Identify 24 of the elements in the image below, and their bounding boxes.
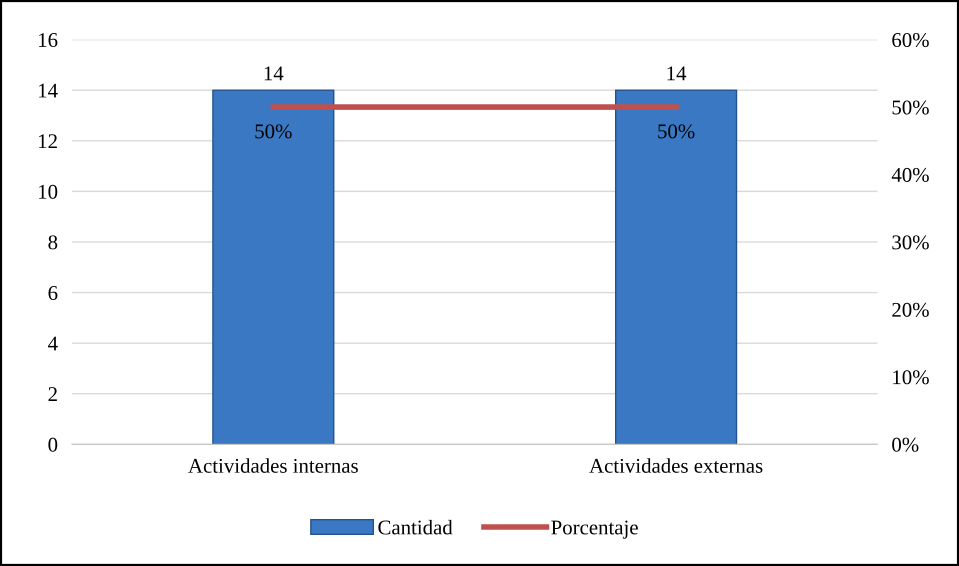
- y-tick-label: 2: [48, 387, 57, 401]
- data-label: 50%: [255, 124, 292, 138]
- legend-label: Porcentaje: [551, 520, 638, 539]
- y-tick-label: 4: [48, 336, 58, 350]
- y2-tick-label: 40%: [892, 168, 929, 182]
- y2-tick-label: 10%: [893, 370, 929, 384]
- x-tick-label: Actividades internas: [188, 458, 358, 473]
- y-tick-label: 8: [48, 235, 58, 250]
- y-tick-label: 12: [39, 134, 57, 148]
- legend-label: Cantidad: [378, 520, 452, 535]
- data-label: 14: [264, 66, 284, 80]
- y-tick-label: 16: [39, 33, 58, 48]
- y2-tick-label: 60%: [892, 32, 929, 48]
- data-label: 14: [668, 66, 686, 80]
- data-label: 50%: [658, 124, 694, 138]
- y-tick-label: 14: [39, 84, 58, 98]
- y-tick-label: 0: [48, 438, 58, 452]
- y-tick-label: 6: [48, 286, 58, 300]
- x-tick-label: Actividades externas: [589, 458, 762, 473]
- y-tick-label: 10: [39, 184, 58, 199]
- y2-tick-label: 30%: [892, 235, 929, 250]
- y2-tick-label: 50%: [892, 100, 929, 115]
- y2-tick-label: 20%: [892, 302, 929, 317]
- y2-tick-label: 0%: [892, 438, 918, 452]
